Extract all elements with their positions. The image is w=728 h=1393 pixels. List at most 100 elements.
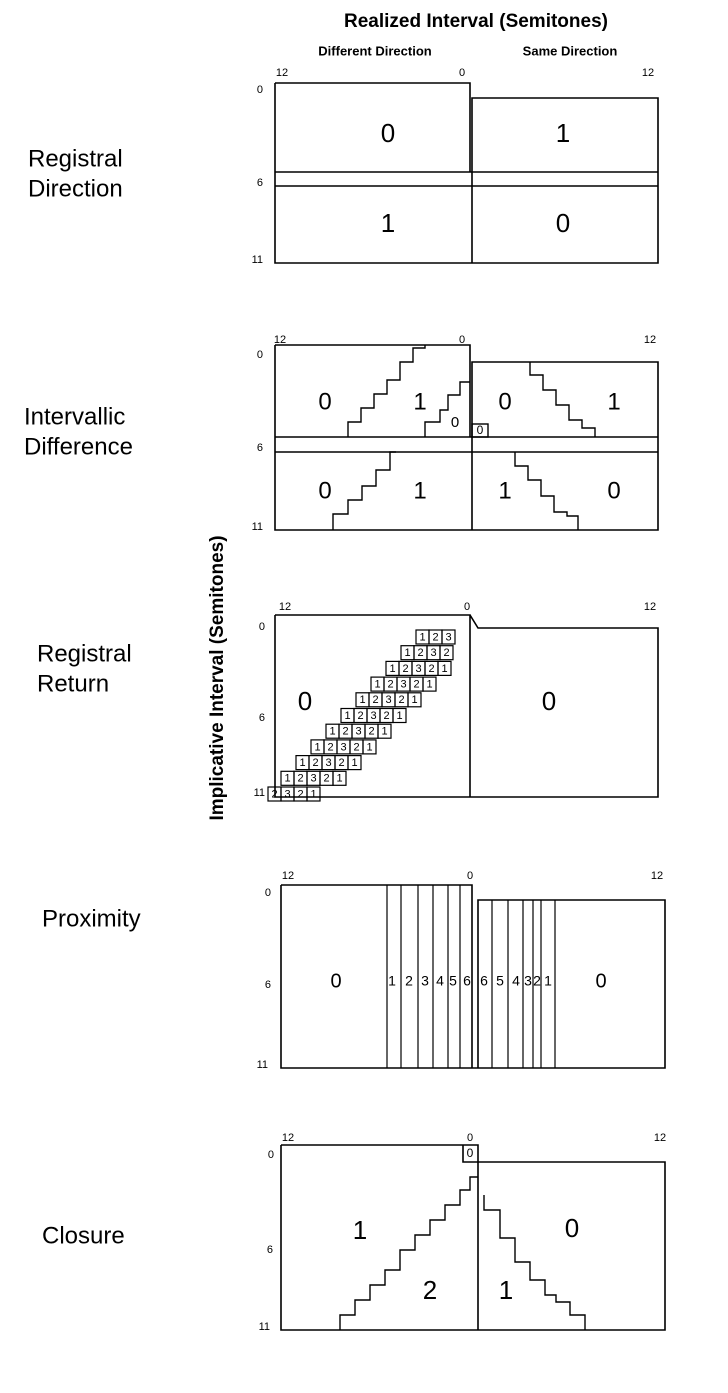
grid-value: 2 — [368, 726, 374, 738]
region-value: 2 — [533, 973, 541, 989]
region-value: 6 — [480, 973, 488, 989]
panel-label: Proximity — [42, 905, 141, 932]
grid-value: 3 — [310, 773, 316, 785]
region-value: 3 — [421, 973, 429, 989]
grid-value: 1 — [314, 741, 320, 753]
right-subtitle: Same Direction — [523, 43, 618, 58]
axis-tick-label: 0 — [459, 334, 465, 346]
axis-tick-label: 12 — [644, 334, 656, 346]
region-value: 1 — [413, 388, 426, 415]
grid-value: 1 — [389, 663, 395, 675]
region-value: 1 — [413, 477, 426, 504]
region-value: 2 — [423, 1275, 437, 1305]
region-value: 0 — [565, 1213, 579, 1243]
grid-value: 3 — [340, 741, 346, 753]
region-value: 0 — [607, 477, 620, 504]
left-subtitle: Different Direction — [318, 43, 431, 58]
grid-value: 3 — [325, 757, 331, 769]
grid-value: 2 — [372, 694, 378, 706]
region-value: 1 — [607, 388, 620, 415]
axis-tick-label: 12 — [274, 334, 286, 346]
axis-tick-label: 12 — [279, 601, 291, 613]
axis-tick-label: 11 — [257, 1059, 268, 1071]
grid-cell — [332, 770, 347, 786]
region-value: 0 — [542, 686, 556, 716]
axis-tick-label: 12 — [654, 1132, 666, 1144]
panel-label: Direction — [28, 175, 123, 202]
grid-value: 3 — [445, 631, 451, 643]
grid-value: 1 — [411, 694, 417, 706]
region-value: 5 — [449, 973, 457, 989]
axis-tick-label: 0 — [257, 84, 263, 96]
grid-value: 2 — [428, 663, 434, 675]
region-value: 0 — [556, 208, 570, 238]
axis-tick-label: 0 — [467, 870, 473, 882]
panel-frame — [274, 344, 659, 531]
axis-tick-label: 12 — [282, 1132, 294, 1144]
grid-value: 3 — [284, 788, 290, 800]
grid-value: 1 — [374, 679, 380, 691]
panel-label: Return — [37, 670, 109, 697]
grid-value: 2 — [417, 647, 423, 659]
title: Realized Interval (Semitones) — [344, 11, 608, 32]
grid-cell — [441, 629, 456, 645]
panel-frame — [280, 1144, 666, 1331]
grid-value: 2 — [432, 631, 438, 643]
axis-tick-label: 12 — [651, 870, 663, 882]
region-value: 4 — [436, 973, 444, 989]
grid-value: 2 — [398, 694, 404, 706]
panel-label: Difference — [24, 433, 133, 460]
grid-value: 1 — [336, 773, 342, 785]
region-value: 1 — [499, 1275, 513, 1305]
axis-tick-label: 12 — [644, 601, 656, 613]
region-value: 0 — [477, 423, 484, 437]
grid-cell — [306, 786, 321, 802]
grid-value: 1 — [329, 726, 335, 738]
y-axis-label: Implicative Interval (Semitones) — [207, 535, 228, 820]
panel-label: Registral — [37, 640, 132, 667]
axis-tick-label: 11 — [259, 1321, 270, 1333]
region-value: 0 — [595, 970, 606, 992]
axis-tick-label: 0 — [257, 349, 263, 361]
grid-cell — [362, 739, 377, 755]
grid-value: 2 — [387, 679, 393, 691]
region-value: 0 — [318, 388, 331, 415]
axis-tick-label: 0 — [268, 1149, 274, 1161]
grid-value: 2 — [297, 788, 303, 800]
grid-value: 3 — [430, 647, 436, 659]
region-value: 1 — [353, 1215, 367, 1245]
axis-tick-label: 6 — [259, 712, 265, 724]
grid-cell — [347, 754, 362, 771]
axis-tick-label: 6 — [267, 1244, 273, 1256]
axis-tick-label: 12 — [642, 67, 654, 79]
region-value: 1 — [498, 477, 511, 504]
axis-tick-label: 0 — [259, 621, 265, 633]
grid-value: 1 — [426, 679, 432, 691]
axis-tick-label: 12 — [282, 870, 294, 882]
grid-cell — [422, 676, 437, 692]
grid-value: 1 — [404, 647, 410, 659]
grid-value: 1 — [419, 631, 425, 643]
grid-value: 3 — [370, 710, 376, 722]
grid-value: 2 — [353, 741, 359, 753]
grid-value: 3 — [400, 679, 406, 691]
axis-tick-label: 0 — [459, 67, 465, 79]
grid-value: 3 — [385, 694, 391, 706]
grid-value: 1 — [441, 663, 447, 675]
axis-tick-label: 11 — [252, 521, 263, 533]
axis-tick-label: 0 — [265, 887, 271, 899]
region-value: 1 — [544, 973, 552, 989]
panel-frame — [274, 614, 659, 798]
grid-cell — [437, 660, 452, 677]
grid-cell — [377, 723, 392, 739]
region-value: 5 — [496, 973, 504, 989]
grid-value: 2 — [357, 710, 363, 722]
panel-label: Closure — [42, 1222, 125, 1249]
region-value: 0 — [330, 970, 341, 992]
grid-value: 1 — [381, 726, 387, 738]
grid-value: 2 — [402, 663, 408, 675]
grid-value: 1 — [351, 757, 357, 769]
grid-value: 2 — [312, 757, 318, 769]
panel-label: Registral — [28, 145, 123, 172]
